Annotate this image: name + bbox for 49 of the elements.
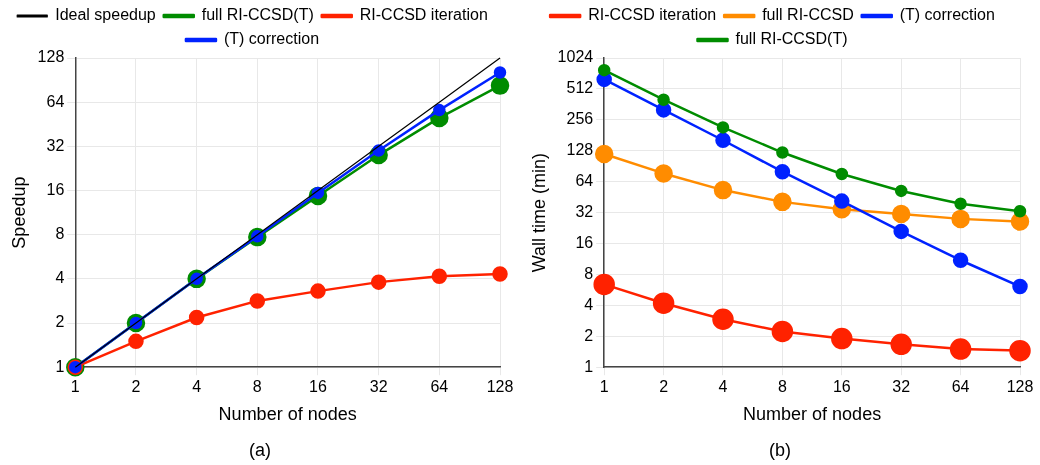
- y-tick-label: 16: [46, 180, 65, 198]
- x-tick-label: 128: [486, 378, 514, 396]
- y-tick-label: 512: [566, 79, 594, 97]
- y-tick-label: 16: [575, 233, 594, 251]
- x-tick-label: 128: [1006, 378, 1034, 396]
- x-axis-title: Number of nodes: [218, 404, 357, 425]
- x-tick-label: 4: [192, 378, 202, 396]
- y-tick-label: 1: [55, 357, 65, 375]
- y-axis-title: Speedup: [8, 176, 29, 249]
- legend-label: full RI-CCSD: [762, 6, 854, 24]
- legend-label: (T) correction: [223, 30, 320, 48]
- y-tick-label: 32: [575, 203, 594, 221]
- text: (b): [768, 440, 792, 461]
- x-tick-label: 32: [892, 378, 911, 396]
- x-tick-label: 1: [599, 378, 609, 396]
- legend-label: full RI-CCSD(T): [735, 30, 848, 48]
- y-tick-label: 8: [584, 264, 594, 282]
- y-tick-label: 64: [46, 92, 65, 110]
- y-tick-label: 2: [55, 313, 65, 331]
- x-tick-label: 8: [777, 378, 787, 396]
- legend-label: Ideal speedup: [55, 6, 156, 24]
- y-tick-label: 2: [584, 326, 594, 344]
- text: (a): [248, 440, 272, 461]
- y-tick-label: 8: [55, 225, 65, 243]
- y-tick-label: 128: [566, 141, 594, 159]
- y-tick-label: 64: [575, 172, 594, 190]
- x-tick-label: 4: [718, 378, 728, 396]
- x-tick-label: 64: [430, 378, 449, 396]
- x-tick-label: 64: [951, 378, 970, 396]
- x-axis-title: Number of nodes: [743, 404, 882, 425]
- y-tick-label: 256: [566, 110, 594, 128]
- legend-label: (T) correction: [899, 6, 995, 24]
- y-tick-label: 1: [584, 357, 594, 375]
- legend-label: RI-CCSD iteration: [588, 6, 717, 24]
- x-tick-label: 2: [131, 378, 141, 396]
- y-tick-label: 32: [46, 136, 65, 154]
- y-tick-label: 1024: [557, 48, 594, 66]
- y-tick-label: 4: [55, 269, 65, 287]
- legend-label: RI-CCSD iteration: [359, 6, 488, 24]
- x-tick-label: 16: [832, 378, 851, 396]
- y-tick-label: 4: [584, 295, 594, 313]
- x-tick-label: 8: [252, 378, 262, 396]
- x-tick-label: 32: [369, 378, 388, 396]
- y-axis-title: Wall time (min): [528, 152, 549, 273]
- x-tick-label: 2: [659, 378, 669, 396]
- x-tick-label: 1: [70, 378, 80, 396]
- legend-label: full RI-CCSD(T): [201, 6, 314, 24]
- y-tick-label: 128: [37, 48, 65, 66]
- x-tick-label: 16: [309, 378, 327, 396]
